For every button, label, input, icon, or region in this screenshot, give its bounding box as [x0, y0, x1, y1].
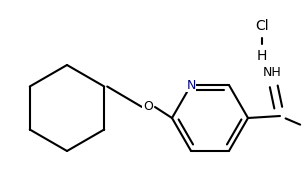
Text: N: N: [186, 79, 196, 92]
Text: O: O: [143, 100, 153, 113]
Text: NH: NH: [263, 65, 282, 79]
Text: Cl: Cl: [255, 19, 269, 33]
Text: H: H: [257, 49, 267, 63]
